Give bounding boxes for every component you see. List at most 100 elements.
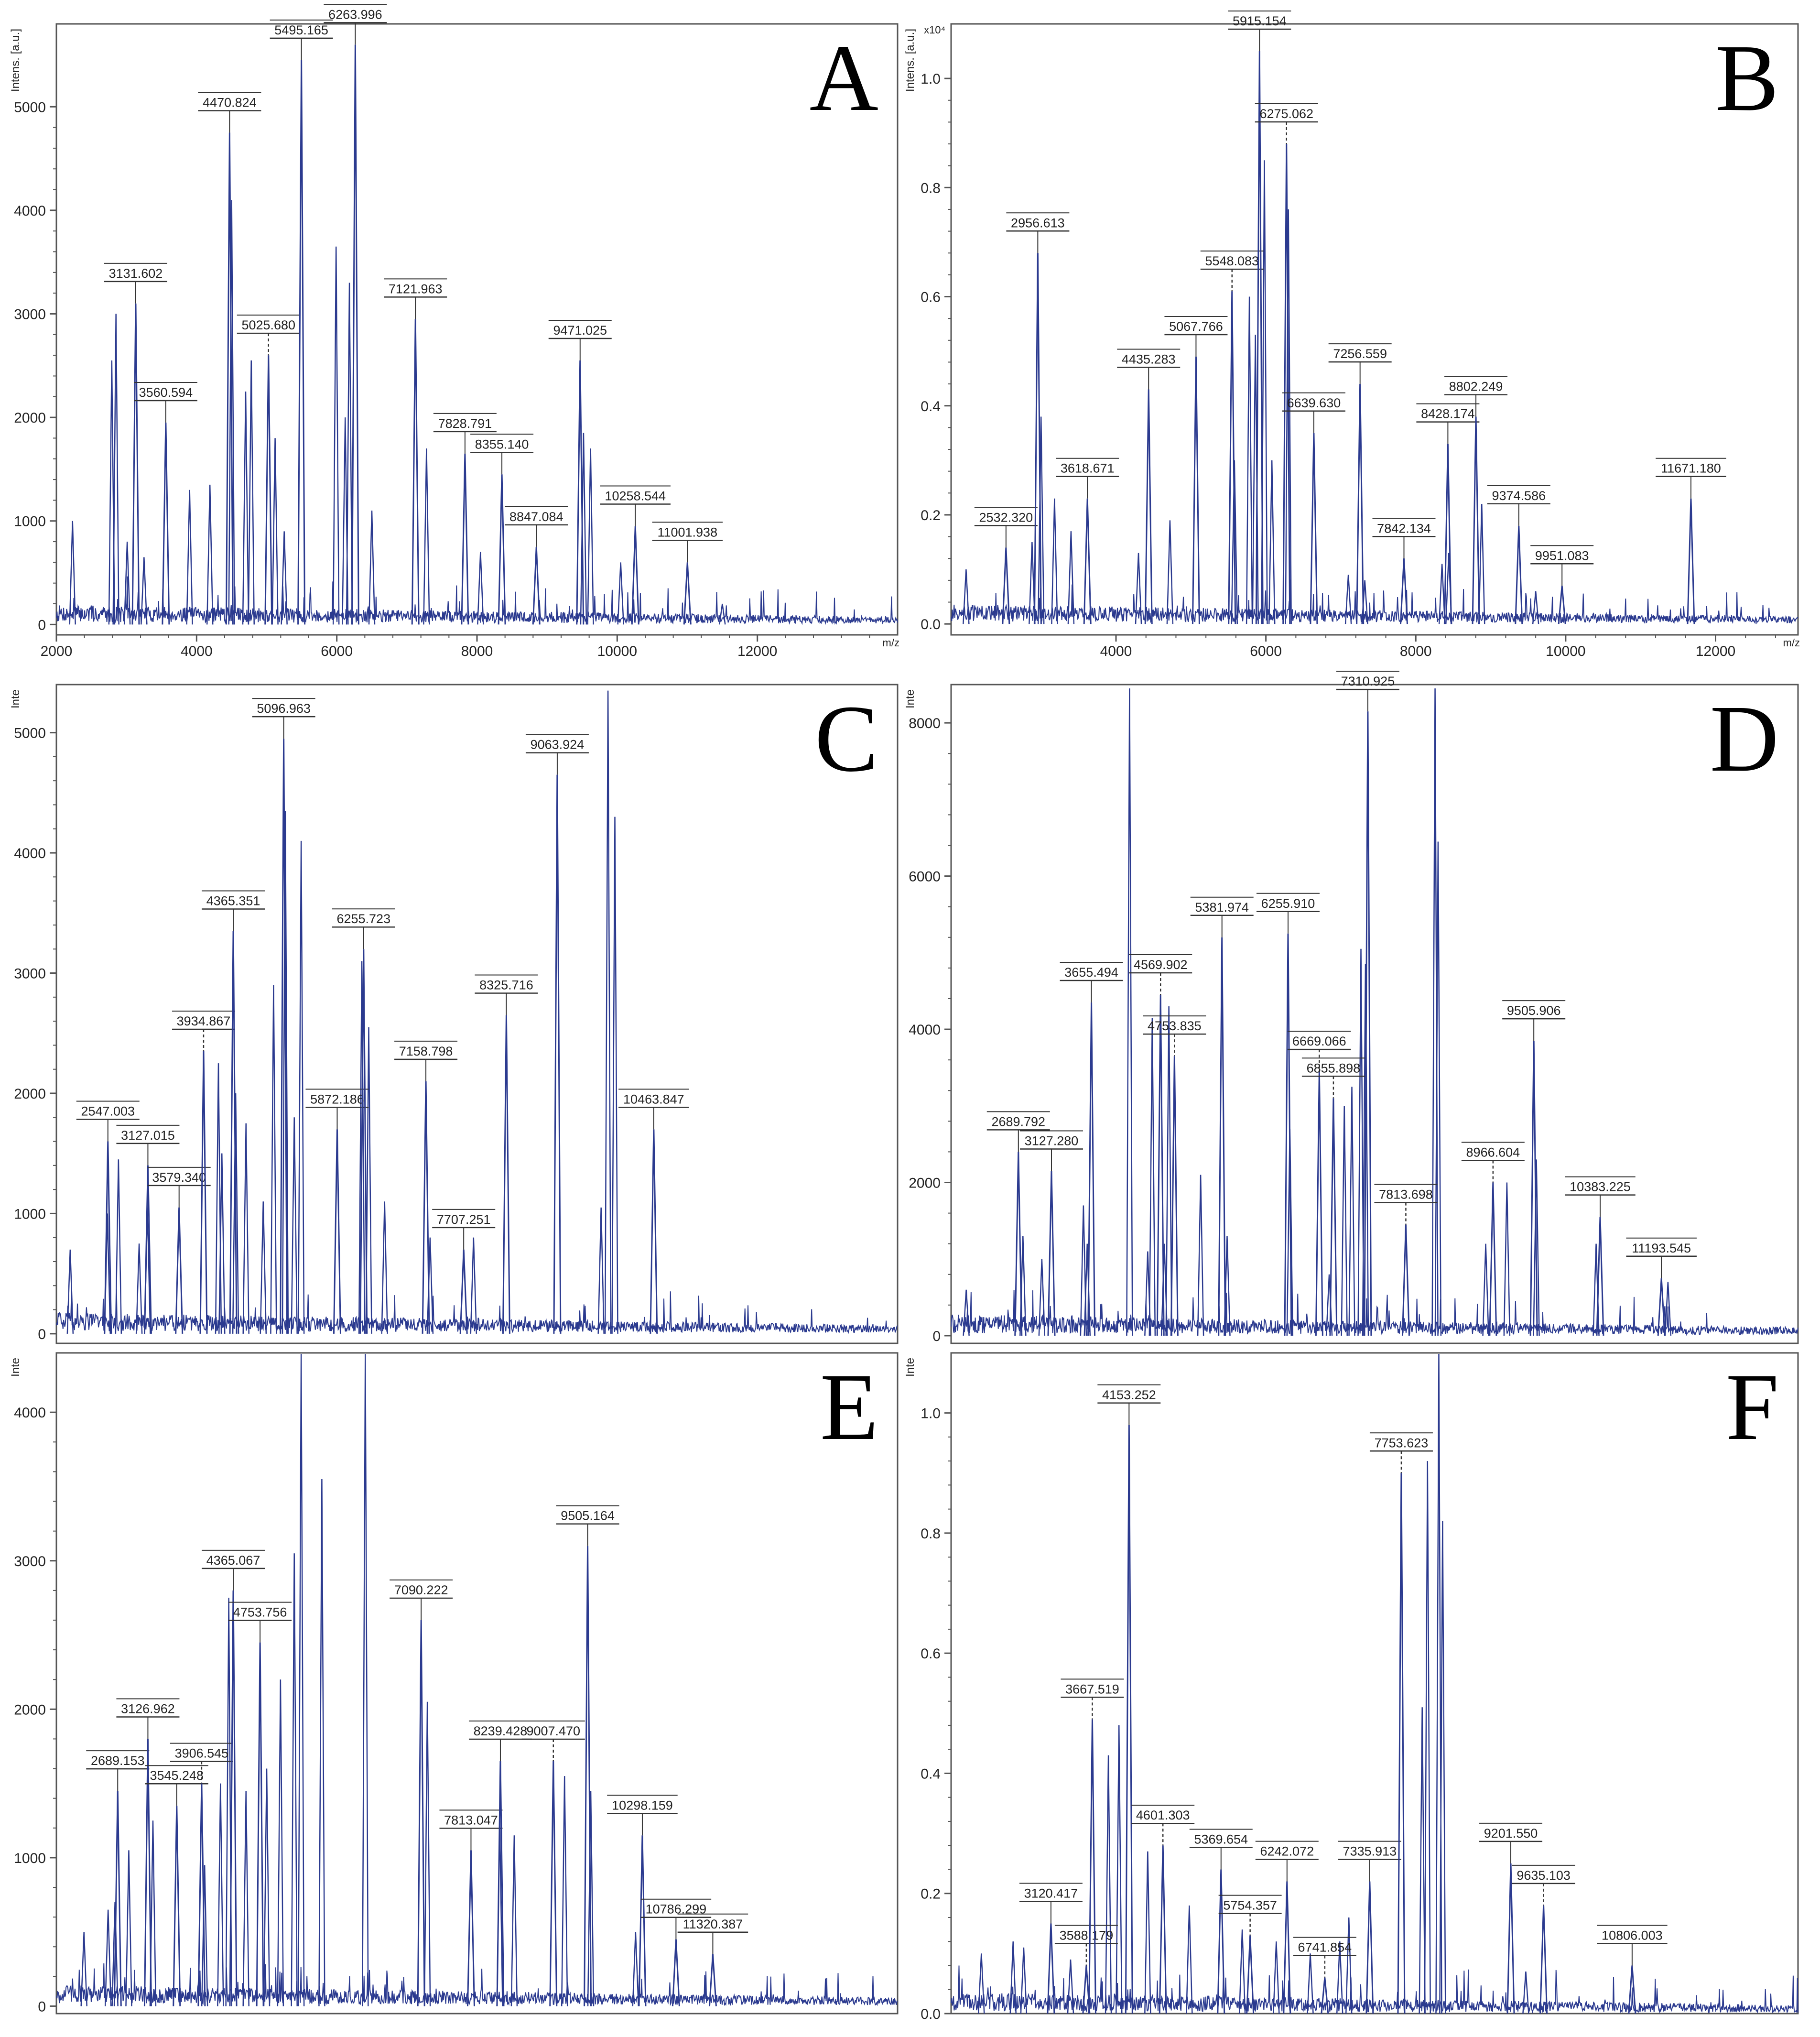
spectrum-peak	[281, 531, 288, 625]
spectrum-peak	[617, 562, 624, 625]
spectrum-peak	[1273, 1941, 1280, 2014]
labeled-peak: 6741.854	[1293, 1937, 1356, 2014]
spectrum-peak	[197, 1783, 206, 2006]
spectrum-peak	[270, 985, 277, 1334]
peak-label: 4470.824	[203, 95, 257, 109]
spectrum-peak	[1144, 1851, 1151, 2014]
labeled-peak: 3127.015	[116, 1124, 180, 1334]
peak-label: 4601.303	[1136, 1808, 1190, 1822]
spectrum-peak	[201, 1865, 208, 2006]
spectrum-peak	[1170, 1056, 1179, 1336]
labeled-peak: 7121.963	[384, 278, 447, 625]
y-axis-label: Intens. [a.u.]	[9, 29, 22, 92]
spectrum-peak	[225, 132, 234, 625]
spectrum-peak	[1002, 547, 1010, 624]
spectrum-peak	[280, 739, 288, 1334]
spectrum-peak	[332, 246, 340, 625]
y-tick-label: 0.8	[921, 180, 941, 196]
spectrum-peak	[1165, 1006, 1172, 1336]
labeled-peak: 8428.174	[1416, 403, 1480, 624]
peak-label: 3655.494	[1064, 965, 1118, 980]
x-tick-label: 4000	[181, 643, 213, 659]
labeled-peak: 11001.938	[652, 522, 723, 625]
spectrum-peak	[1087, 1002, 1096, 1336]
peak-label: 6669.066	[1292, 1034, 1346, 1048]
spectrum-peak	[1515, 525, 1523, 624]
spectrum-peak	[1020, 1947, 1028, 2014]
peak-label: 3906.545	[175, 1746, 229, 1761]
y-tick-label: 3000	[14, 307, 46, 323]
labeled-peak: 5915.154	[1228, 11, 1291, 624]
peak-label: 5754.357	[1223, 1898, 1277, 1913]
peak-label: 6263.996	[328, 7, 382, 22]
spectrum-peak	[1419, 1707, 1426, 2014]
spectrum-peak	[1401, 1224, 1410, 1336]
spectrum-peak	[561, 1776, 568, 2006]
labeled-peak: 5495.165	[270, 19, 333, 625]
spectrum-baseline	[951, 1965, 1798, 2014]
labeled-peak: 8239.428	[468, 1721, 532, 2006]
peak-label: 9471.025	[553, 323, 607, 338]
spectrum-peak	[1009, 1941, 1017, 2014]
spectrum-peak	[1506, 1863, 1515, 2014]
peak-label: 7813.698	[1379, 1187, 1433, 1202]
labeled-peak: 7335.913	[1338, 1841, 1401, 2014]
labeled-peak: 11671.180	[1656, 458, 1726, 624]
labeled-peak: 8325.716	[475, 974, 538, 1334]
labeled-peak: 3906.545	[170, 1743, 233, 2006]
spectrum-peak	[1029, 542, 1036, 624]
spectrum-peak	[1037, 416, 1045, 624]
y-tick-label: 3000	[14, 966, 46, 982]
peak-label: 3127.280	[1025, 1133, 1079, 1148]
y-tick-label: 1.0	[921, 71, 941, 87]
spectrum-peak	[111, 1902, 119, 2006]
peak-label: 7310.925	[1341, 674, 1395, 688]
spectrum-peak	[264, 355, 273, 625]
panel-letter: D	[1710, 686, 1779, 792]
peak-label: 10258.544	[605, 489, 666, 503]
peak-label: 11001.938	[657, 525, 717, 539]
labeled-peak: 7813.047	[439, 1809, 503, 2006]
spectrum-peak	[1533, 1159, 1540, 1336]
spectrum-peak	[318, 1479, 325, 2006]
labeled-peak: 9007.470	[521, 1721, 585, 2006]
labeled-peak: 2547.003	[76, 1100, 140, 1334]
spectrum-peak	[143, 1165, 152, 1334]
spectrum-peak	[1482, 1243, 1489, 1336]
peak-label: 3588.179	[1060, 1928, 1114, 1942]
y-scale-label: x10⁴	[924, 24, 945, 36]
peak-label: 8847.084	[509, 510, 563, 524]
spectrum-peak	[277, 1679, 284, 2006]
spectrum-peak	[423, 448, 430, 625]
spectrum-peak	[263, 1768, 271, 2006]
spectrum-peak	[1051, 498, 1058, 624]
peak-label: 5067.766	[1169, 319, 1223, 334]
peak-label: 7707.251	[437, 1212, 491, 1227]
spectrum-peak	[1159, 1845, 1167, 2014]
labeled-peak: 4753.756	[228, 1601, 292, 2006]
peak-label: 7813.047	[444, 1813, 498, 1827]
plot-frame	[55, 684, 899, 1344]
peak-label: 5096.963	[257, 701, 311, 716]
y-tick-label: 0	[38, 617, 46, 633]
spectrum-peak	[291, 1117, 298, 1334]
spectrum-peak	[1321, 1977, 1329, 2014]
peak-label: 3934.867	[177, 1014, 231, 1028]
spectrum-peak	[1329, 1098, 1338, 1336]
spectrum-peak	[470, 1237, 477, 1334]
peak-label: 3560.594	[139, 385, 193, 400]
peak-label: 11671.180	[1661, 461, 1721, 476]
labeled-peak: 5067.766	[1164, 316, 1228, 624]
spectrum-peak	[1268, 460, 1276, 624]
peak-label: 8966.604	[1466, 1145, 1520, 1160]
peak-label: 8428.174	[1421, 407, 1475, 421]
y-axis-label: Inte	[9, 1358, 22, 1377]
spectrum-peak	[206, 484, 214, 625]
peak-label: 7121.963	[389, 282, 443, 296]
spectrum-peak	[963, 1289, 970, 1336]
labeled-peak: 9063.924	[525, 734, 589, 1334]
peak-label: 6855.898	[1307, 1061, 1361, 1075]
y-tick-label: 0	[932, 1329, 941, 1344]
labeled-peak: 6855.898	[1301, 1057, 1365, 1336]
peak-label: 4435.283	[1122, 352, 1176, 367]
